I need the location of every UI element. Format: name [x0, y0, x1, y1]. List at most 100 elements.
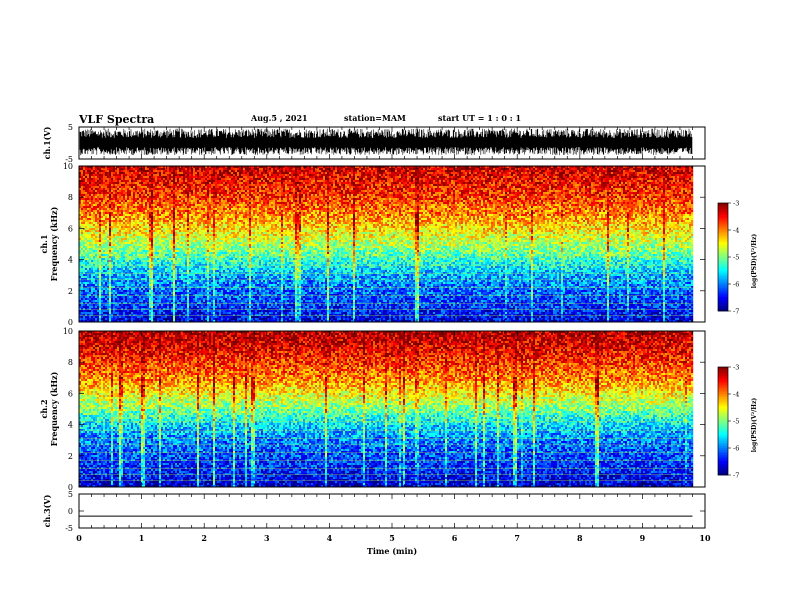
ch1-cell: [187, 288, 190, 291]
ch1-cell: [107, 188, 110, 191]
ch1-cell: [171, 172, 174, 175]
ch1-cell: [83, 284, 86, 287]
ch1-cell: [181, 318, 184, 321]
ch1-cell: [149, 240, 152, 243]
ch1-cell: [159, 282, 162, 285]
ch1-cell: [141, 288, 144, 291]
ch1-cell: [131, 166, 134, 169]
ch1-cell: [179, 218, 182, 221]
ch1-cell: [103, 310, 106, 313]
ch1-cell: [87, 184, 90, 187]
ch1-cell: [129, 306, 132, 309]
ch1-cell: [83, 230, 86, 233]
ch1-cell: [89, 172, 92, 175]
ch1-cell: [185, 206, 188, 209]
ch1-cell: [155, 248, 158, 251]
ch1-cell: [203, 228, 206, 231]
ch1-cell: [79, 296, 82, 299]
ch1-cell: [133, 222, 136, 225]
ch1-cell: [107, 286, 110, 289]
ch1-cell: [135, 240, 138, 243]
ch1-cell: [197, 252, 200, 255]
ch1-cell: [147, 254, 150, 257]
ch1-cell: [89, 294, 92, 297]
ch1-cell: [131, 238, 134, 241]
ch1-cell: [187, 186, 190, 189]
ch1-cell: [181, 296, 184, 299]
ch1-cell: [157, 198, 160, 201]
ch1-cell: [197, 256, 200, 259]
ch1-cell: [131, 318, 134, 321]
ch1-cell: [123, 294, 126, 297]
ch1-cell: [105, 198, 108, 201]
ch1-cell: [113, 168, 116, 171]
ch1-cell: [127, 166, 130, 169]
ch1-cell: [173, 266, 176, 269]
ch1-cell: [179, 264, 182, 267]
ch1-cell: [145, 206, 148, 209]
ch1-cell: [119, 296, 122, 299]
ch1-cell: [169, 280, 172, 283]
ch1-cell: [153, 170, 156, 173]
ch1-cell: [155, 240, 158, 243]
ch1-cell: [117, 252, 120, 255]
ch1-cell: [143, 312, 146, 315]
ch1-cell: [175, 208, 178, 211]
ch1-cell: [159, 306, 162, 309]
ch1-cell: [167, 290, 170, 293]
ch1-cell: [103, 228, 106, 231]
ch1-cell: [185, 170, 188, 173]
ch1-cell: [125, 222, 128, 225]
ch1-cell: [103, 314, 106, 317]
ch1-cell: [113, 262, 116, 265]
ch1-cell: [181, 312, 184, 315]
ch1-cell: [79, 318, 82, 321]
ch1-cell: [151, 298, 154, 301]
ch1-cell: [97, 176, 100, 179]
ch1-cell: [195, 270, 198, 273]
ch1-cell: [181, 172, 184, 175]
ch1-cell: [167, 210, 170, 213]
ch1-cell: [123, 256, 126, 259]
ch1-cell: [137, 252, 140, 255]
ch1-cell: [117, 192, 120, 195]
ch1-cell: [163, 178, 166, 181]
ch1-cell: [199, 280, 202, 283]
ch1-cell: [135, 288, 138, 291]
ch1-cell: [83, 168, 86, 171]
ch1-cell: [113, 260, 116, 263]
ch1-cell: [115, 290, 118, 293]
ch1-cell: [177, 296, 180, 299]
ch1-cell: [195, 308, 198, 311]
ch1-cell: [199, 254, 202, 257]
ch1-cell: [143, 306, 146, 309]
ch1-cell: [147, 200, 150, 203]
ch1-cell: [131, 178, 134, 181]
ch1-cell: [157, 206, 160, 209]
ch1-cell: [81, 288, 84, 291]
ch1-cell: [193, 180, 196, 183]
ch1-cell: [179, 306, 182, 309]
ch1-cell: [145, 210, 148, 213]
ch1-cell: [85, 310, 88, 313]
ch1-cell: [85, 298, 88, 301]
ch1-cell: [91, 236, 94, 239]
ch1-cell: [163, 294, 166, 297]
ch1-cell: [147, 320, 150, 323]
ch1-cell: [133, 220, 136, 223]
ch1-cell: [129, 312, 132, 315]
ch1-cell: [131, 182, 134, 185]
ch1-cell: [193, 230, 196, 233]
ch1-cell: [105, 178, 108, 181]
ch1-cell: [127, 272, 130, 275]
ch1-cell: [177, 218, 180, 221]
ch1-cell: [167, 308, 170, 311]
ch1-cell: [183, 188, 186, 191]
ch1-cell: [79, 260, 82, 263]
ch1-cell: [115, 256, 118, 259]
ch1-cell: [79, 222, 82, 225]
ch1-cell: [175, 178, 178, 181]
ch1-cell: [95, 236, 98, 239]
ch1-cell: [137, 210, 140, 213]
ch1-cell: [107, 178, 110, 181]
